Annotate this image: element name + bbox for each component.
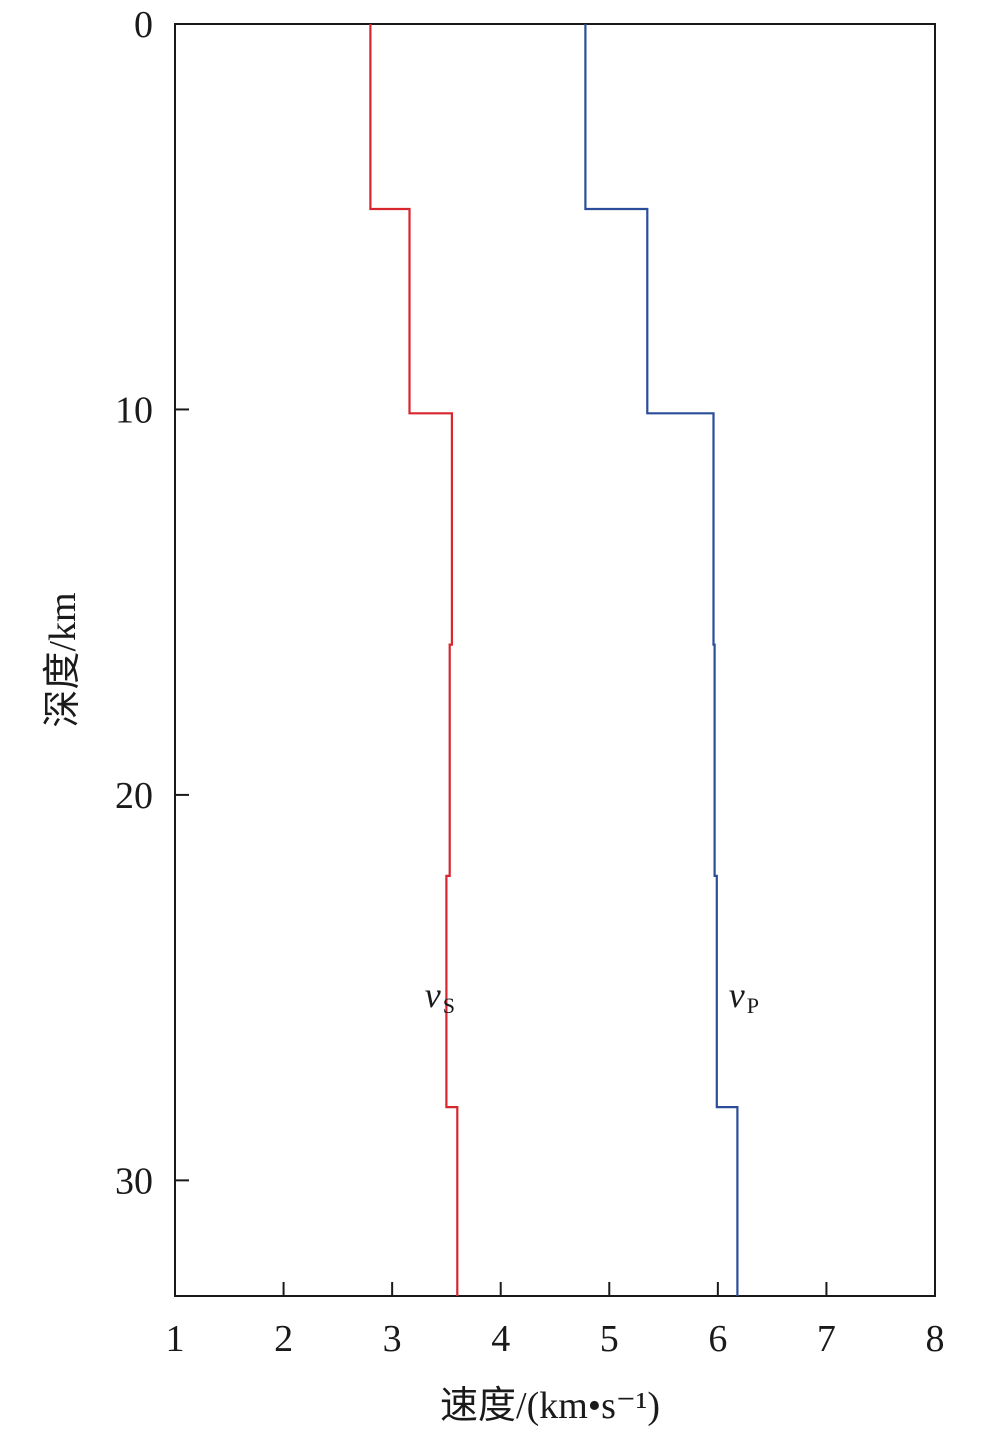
x-tick-label: 5 xyxy=(600,1318,619,1360)
series-group: vS vP xyxy=(369,24,759,1296)
x-tick-label: 4 xyxy=(491,1318,510,1360)
series-line-vP xyxy=(584,24,739,1296)
x-tick-label: 7 xyxy=(817,1318,836,1360)
x-axis-title: 速度/(km•s⁻¹) xyxy=(440,1385,660,1427)
series-label-vP: vP xyxy=(729,975,759,1018)
y-tick-label: 10 xyxy=(115,389,153,431)
series-line-vS xyxy=(369,24,459,1296)
y-tick-label: 20 xyxy=(115,775,153,817)
x-tick-label: 3 xyxy=(383,1318,402,1360)
plot-frame xyxy=(174,23,936,1297)
y-tick-label: 30 xyxy=(115,1160,153,1202)
x-tick-label: 6 xyxy=(708,1318,727,1360)
y-axis-title: 深度/km xyxy=(42,592,84,727)
x-tick-label: 8 xyxy=(926,1318,945,1360)
y-tick-label: 0 xyxy=(134,4,153,46)
series-label-vS: vS xyxy=(425,975,455,1018)
tick-group: 1 2 3 4 5 6 7 8 0 10 20 30 xyxy=(115,4,945,1360)
x-tick-label: 1 xyxy=(166,1318,185,1360)
x-tick-label: 2 xyxy=(274,1318,293,1360)
